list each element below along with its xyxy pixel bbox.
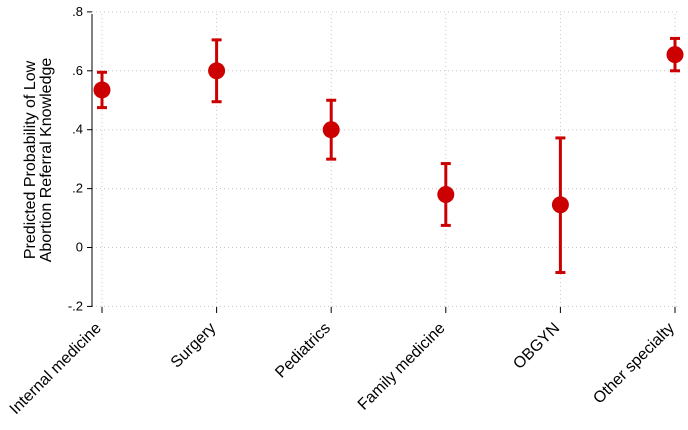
data-point xyxy=(437,185,455,203)
y-tick-label: -.2 xyxy=(68,298,83,313)
x-tick-label: Surgery xyxy=(168,320,220,372)
data-point xyxy=(322,121,340,139)
y-tick-label: .8 xyxy=(72,4,83,19)
x-tick-label: Internal medicine xyxy=(7,320,105,418)
x-tick-label: Family medicine xyxy=(355,320,449,414)
y-tick-label: 0 xyxy=(76,240,83,255)
data-point xyxy=(551,196,569,214)
y-tick-label: .2 xyxy=(72,181,83,196)
y-ticks: -.2 0 .2 .4 .6 .8 xyxy=(68,4,92,313)
gridlines xyxy=(92,11,678,307)
data-point xyxy=(93,81,111,99)
x-tick-label: Pediatrics xyxy=(272,320,334,382)
data-marks xyxy=(93,36,684,275)
data-point xyxy=(208,62,226,80)
y-axis-title-line-2: Abortion Referral Knowledge xyxy=(38,58,55,263)
y-tick-label: .6 xyxy=(72,63,83,78)
y-axis-title-line-1: Predicted Probability of Low xyxy=(22,60,39,259)
x-ticks: Internal medicine Surgery Pediatrics Family… xyxy=(7,307,678,418)
x-tick-label: OBGYN xyxy=(510,320,563,373)
x-tick-label: Other specialty xyxy=(590,320,677,407)
y-tick-label: .4 xyxy=(72,122,83,137)
data-point xyxy=(666,46,684,64)
axes: Predicted Probability of Low Abortion Re… xyxy=(22,14,93,307)
